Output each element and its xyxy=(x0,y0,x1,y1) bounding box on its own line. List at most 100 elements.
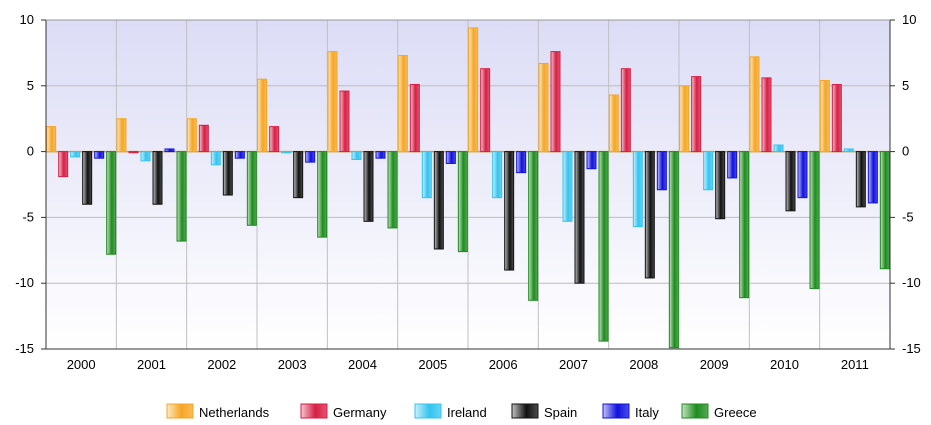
x-tick-label: 2002 xyxy=(207,357,236,372)
y-tick-label-right: 10 xyxy=(902,12,916,27)
bar-ireland-2008 xyxy=(632,151,643,228)
bar-netherlands-2011 xyxy=(819,80,830,153)
bar-ireland-2001 xyxy=(140,151,151,162)
bar-spain-2010 xyxy=(785,151,796,212)
y-tick-label-right: -10 xyxy=(902,275,921,290)
bar-germany-2007 xyxy=(550,51,561,153)
bars xyxy=(46,27,890,349)
bar-ireland-2009 xyxy=(703,151,714,191)
bar-italy-2004 xyxy=(375,151,386,159)
bar-italy-2006 xyxy=(516,151,527,174)
legend-swatch-netherlands xyxy=(166,403,194,419)
y-tick-label-right: 0 xyxy=(902,144,909,159)
axes: 10 10 5 5 0 0 -5 -5 -10 -10 -15 -15 2000 2001 2002 2003… xyxy=(15,12,921,372)
y-tick-label-left: -5 xyxy=(22,209,34,224)
bar-germany-2002 xyxy=(198,124,209,153)
y-tick-label-right: -5 xyxy=(902,209,914,224)
bar-germany-2003 xyxy=(269,126,280,153)
bar-netherlands-2007 xyxy=(538,62,549,153)
bar-italy-2000 xyxy=(94,151,105,159)
bar-ireland-2002 xyxy=(210,151,221,166)
bar-germany-2011 xyxy=(831,83,842,153)
bar-greece-2000 xyxy=(106,151,117,255)
legend-swatch-spain xyxy=(511,403,539,419)
x-tick-label: 2010 xyxy=(770,357,799,372)
bar-netherlands-2006 xyxy=(468,27,479,153)
x-tick-label: 2000 xyxy=(67,357,96,372)
bar-greece-2007 xyxy=(598,151,609,342)
bar-germany-2005 xyxy=(409,83,420,153)
bar-germany-2009 xyxy=(691,76,702,153)
bar-spain-2001 xyxy=(152,151,163,205)
y-tick-label-left: 5 xyxy=(27,78,34,93)
legend-swatch-italy xyxy=(602,403,630,419)
y-tick-label-right: 5 xyxy=(902,78,909,93)
bar-spain-2011 xyxy=(855,151,866,208)
x-tick-label: 2006 xyxy=(489,357,518,372)
bar-ireland-2007 xyxy=(562,151,573,222)
bar-spain-2006 xyxy=(504,151,515,271)
bar-spain-2004 xyxy=(363,151,374,222)
bar-ireland-2004 xyxy=(351,151,362,160)
bar-greece-2001 xyxy=(176,151,187,242)
y-tick-label-left: 0 xyxy=(27,144,34,159)
y-tick-label-right: -15 xyxy=(902,341,921,356)
grid xyxy=(46,19,890,350)
bar-italy-2008 xyxy=(656,151,667,191)
x-tick-label: 2007 xyxy=(559,357,588,372)
bar-ireland-2006 xyxy=(492,151,503,199)
bar-spain-2008 xyxy=(644,151,655,279)
bar-greece-2006 xyxy=(528,151,539,301)
bar-ireland-2011 xyxy=(843,148,854,153)
bar-spain-2003 xyxy=(293,151,304,199)
legend-swatch-germany xyxy=(300,403,328,419)
bar-germany-2006 xyxy=(480,68,491,153)
bar-ireland-2010 xyxy=(773,144,784,153)
bar-greece-2008 xyxy=(668,151,679,349)
legend-label-italy: Italy xyxy=(635,405,659,420)
bar-germany-2010 xyxy=(761,77,772,153)
bar-netherlands-2002 xyxy=(186,118,197,153)
y-tick-label-left: 10 xyxy=(20,12,34,27)
bar-greece-2002 xyxy=(246,151,257,226)
bar-netherlands-2009 xyxy=(679,85,690,153)
legend-label-ireland: Ireland xyxy=(447,405,487,420)
legend-label-germany: Germany xyxy=(333,405,387,420)
legend-label-greece: Greece xyxy=(714,405,757,420)
bar-spain-2000 xyxy=(82,151,93,205)
bar-spain-2007 xyxy=(574,151,585,284)
bar-netherlands-2001 xyxy=(116,118,127,153)
bar-germany-2000 xyxy=(58,151,69,178)
bar-spain-2002 xyxy=(222,151,233,196)
x-tick-label: 2004 xyxy=(348,357,377,372)
bar-netherlands-2008 xyxy=(608,94,619,153)
bar-italy-2011 xyxy=(867,151,878,204)
bar-greece-2005 xyxy=(457,151,468,253)
legend-label-spain: Spain xyxy=(544,405,577,420)
y-tick-label-left: -15 xyxy=(15,341,34,356)
x-tick-label: 2008 xyxy=(629,357,658,372)
bar-greece-2010 xyxy=(809,151,820,289)
bar-germany-2004 xyxy=(339,90,350,153)
bar-greece-2009 xyxy=(739,151,750,299)
x-tick-label: 2011 xyxy=(841,357,869,372)
bar-italy-2007 xyxy=(586,151,597,170)
legend-label-netherlands: Netherlands xyxy=(199,405,270,420)
bar-italy-2003 xyxy=(305,151,316,163)
x-tick-label: 2009 xyxy=(700,357,729,372)
bar-netherlands-2000 xyxy=(46,126,57,153)
bar-greece-2011 xyxy=(879,151,890,270)
y-tick-label-left: -10 xyxy=(15,275,34,290)
bar-italy-2001 xyxy=(164,148,175,153)
bar-germany-2001 xyxy=(128,151,139,154)
bar-netherlands-2005 xyxy=(397,55,408,153)
legend-swatch-greece xyxy=(681,403,709,419)
x-tick-label: 2003 xyxy=(278,357,307,372)
bar-italy-2005 xyxy=(445,151,456,164)
bar-germany-2008 xyxy=(620,68,631,153)
bar-italy-2002 xyxy=(234,151,245,159)
bar-netherlands-2010 xyxy=(749,56,760,153)
bar-netherlands-2003 xyxy=(257,78,268,153)
bar-spain-2009 xyxy=(715,151,726,220)
